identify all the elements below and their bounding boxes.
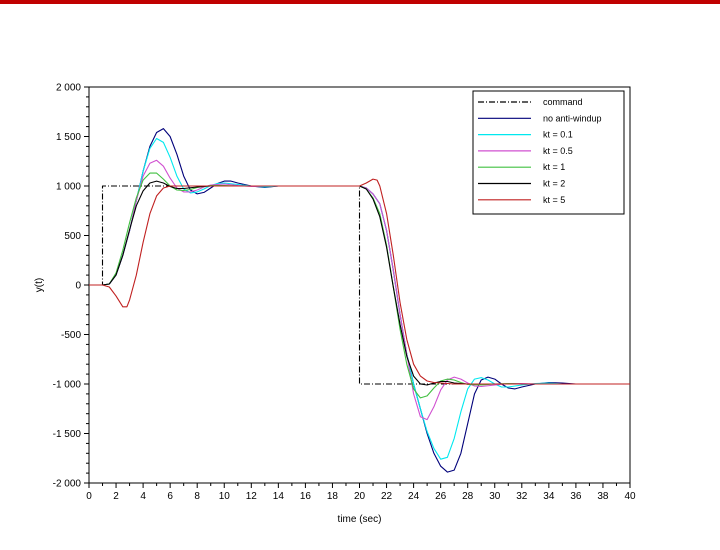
y-tick-label: 1 500 [56,132,81,143]
legend-label: kt = 2 [543,179,565,189]
x-tick-label: 0 [86,491,92,502]
legend-label: kt = 0.5 [543,146,573,156]
x-tick-label: 10 [219,491,231,502]
series-line-command [89,185,630,385]
x-tick-label: 22 [381,491,393,502]
legend-label: kt = 5 [543,195,565,205]
series-lines [89,128,630,473]
y-tick-label: 0 [75,281,81,292]
y-tick-label: 500 [64,231,81,242]
x-tick-label: 4 [140,491,146,502]
series-line-kt-5 [89,178,630,385]
x-tick-label: 26 [435,491,447,502]
x-tick-label: 38 [597,491,609,502]
x-tick-label: 12 [246,491,258,502]
y-tick-label: -2 000 [53,479,82,490]
y-tick-label: -500 [61,330,81,341]
x-tick-label: 2 [113,491,119,502]
x-tick-label: 36 [570,491,582,502]
legend-label: no anti-windup [543,113,602,123]
legend-label: kt = 1 [543,162,565,172]
x-tick-label: 40 [624,491,636,502]
x-tick-label: 24 [408,491,420,502]
x-tick-label: 14 [273,491,285,502]
x-axis-label: time (sec) [338,514,382,525]
axes: 0 2 4 6 8 10 12 14 16 18 20 22 24 26 28 30 32 34 36 38 40-2 … [53,83,636,503]
y-tick-label: -1 000 [53,380,82,391]
x-tick-label: 18 [327,491,339,502]
x-tick-label: 8 [194,491,200,502]
x-tick-label: 32 [516,491,528,502]
top-accent-bar [0,0,720,4]
legend-label: kt = 0.1 [543,130,573,140]
x-tick-label: 30 [489,491,501,502]
y-tick-label: 2 000 [56,83,81,94]
legend-label: command [543,97,583,107]
series-line-kt-2 [89,180,495,386]
x-tick-label: 34 [543,491,555,502]
y-tick-label: 1 000 [56,182,81,193]
x-tick-label: 6 [167,491,173,502]
y-tick-label: -1 500 [53,429,82,440]
legend-box [472,90,625,215]
x-tick-label: 28 [462,491,474,502]
legend: command no anti-windup kt = 0.1 kt = 0.5 kt … [472,90,625,215]
x-tick-label: 16 [300,491,312,502]
series-line-kt-1 [89,172,536,399]
x-tick-label: 20 [354,491,366,502]
y-axis-label: y(t) [34,278,45,292]
